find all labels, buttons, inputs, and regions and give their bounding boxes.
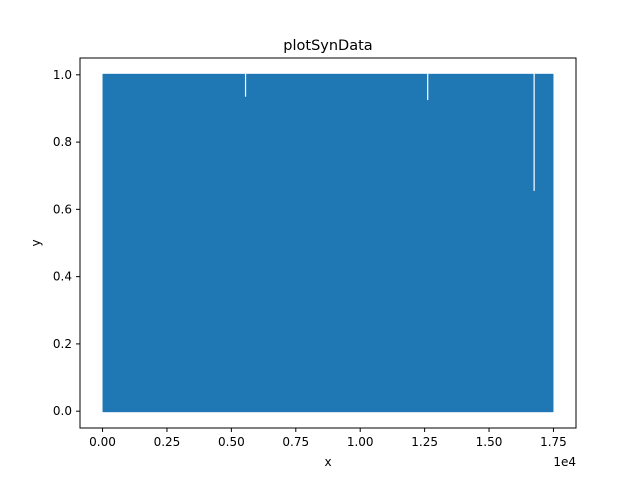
series-gap-1 (427, 73, 429, 101)
x-tick-label: 0.75 (282, 435, 309, 449)
y-axis-ticks: 0.0 0.2 0.4 0.6 0.8 1.0 (53, 68, 80, 418)
x-tick-label: 1.50 (476, 435, 503, 449)
series-edge-top (102, 73, 554, 76)
x-axis-label: x (324, 455, 331, 469)
x-tick-label: 1.00 (347, 435, 374, 449)
y-tick-label: 0.4 (53, 270, 72, 284)
series-gap-0 (244, 73, 247, 97)
series-gap-2 (533, 73, 535, 191)
y-axis-label: y (29, 239, 43, 246)
y-tick-label: 0.2 (53, 337, 72, 351)
x-tick-label: 1.25 (411, 435, 438, 449)
x-axis-offset-label: 1e4 (553, 455, 576, 469)
plot-area (102, 73, 554, 413)
y-tick-label: 0.6 (53, 202, 72, 216)
y-tick-label: 0.0 (53, 404, 72, 418)
series-line-0 (102, 74, 554, 412)
x-axis-ticks: 0.00 0.25 0.50 0.75 1.00 1.25 1.50 1.75 (89, 428, 567, 449)
axes-frame (79, 57, 577, 429)
series-edge-bottom (102, 410, 554, 413)
x-tick-label: 0.00 (89, 435, 116, 449)
x-tick-label: 1.75 (540, 435, 567, 449)
y-tick-label: 1.0 (53, 68, 72, 82)
x-tick-label: 0.50 (218, 435, 245, 449)
y-tick-label: 0.8 (53, 135, 72, 149)
x-tick-label: 0.25 (154, 435, 181, 449)
chart-title: plotSynData (283, 38, 372, 54)
